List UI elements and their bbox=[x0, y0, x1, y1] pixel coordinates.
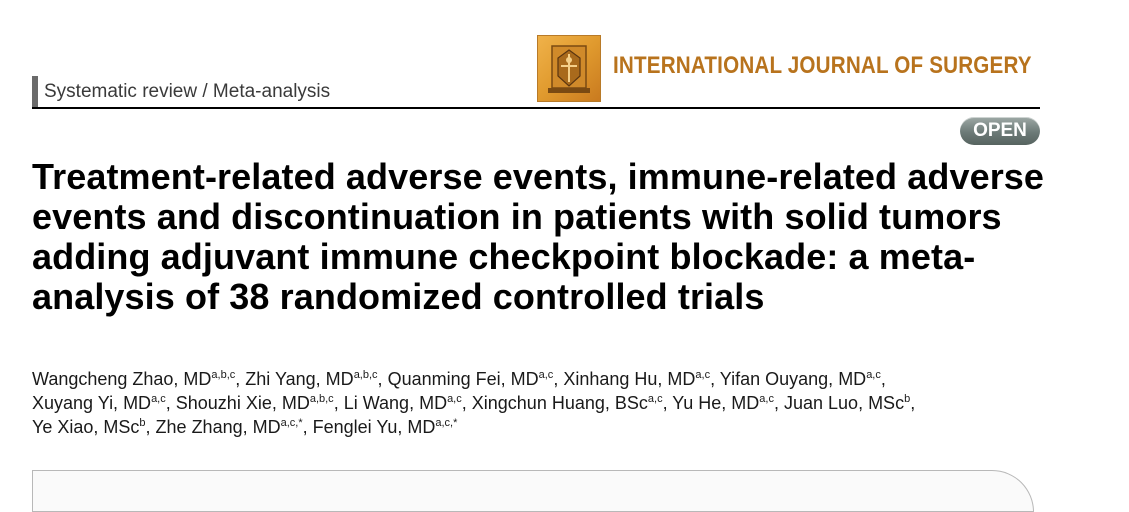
author-name: Fenglei Yu, MDa,c,* bbox=[312, 417, 458, 437]
open-access-badge: OPEN bbox=[960, 117, 1040, 145]
author-affiliation: a,c bbox=[695, 369, 711, 381]
author-name: Wangcheng Zhao, MDa,b,c bbox=[32, 369, 236, 389]
author-affiliation: a,c,* bbox=[280, 417, 303, 429]
header-divider bbox=[32, 107, 1040, 109]
author-affiliation: a,c bbox=[447, 393, 462, 405]
author-affiliation: a,c bbox=[151, 393, 166, 405]
author-name: Yifan Ouyang, MDa,c bbox=[719, 369, 881, 389]
journal-crest-icon bbox=[537, 35, 601, 102]
author-affiliation: a,b,c bbox=[211, 369, 236, 381]
author-affiliation: a,c bbox=[866, 369, 881, 381]
author-name: Juan Luo, MScb bbox=[784, 393, 911, 413]
abstract-box bbox=[32, 470, 1034, 512]
author-affiliation: a,c bbox=[538, 369, 554, 381]
author-affiliation: a,c bbox=[647, 393, 663, 405]
author-name: Ye Xiao, MScb bbox=[32, 417, 146, 437]
section-label: Systematic review / Meta-analysis bbox=[44, 81, 331, 102]
author-name: Xingchun Huang, BSca,c bbox=[471, 393, 663, 413]
author-name: Xuyang Yi, MDa,c bbox=[32, 393, 166, 413]
author-name: Shouzhi Xie, MDa,b,c bbox=[175, 393, 334, 413]
journal-title: INTERNATIONAL JOURNAL OF SURGERY bbox=[613, 52, 1032, 79]
author-name: Zhi Yang, MDa,b,c bbox=[245, 369, 378, 389]
section-marker-bar bbox=[32, 76, 38, 108]
author-affiliation: b bbox=[139, 417, 146, 429]
author-name: Zhe Zhang, MDa,c,* bbox=[155, 417, 303, 437]
author-affiliation: b bbox=[904, 393, 911, 405]
author-affiliation: a,b,c bbox=[309, 393, 334, 405]
author-list: Wangcheng Zhao, MDa,b,c, Zhi Yang, MDa,b… bbox=[32, 369, 916, 437]
author-affiliation: a,c bbox=[759, 393, 774, 405]
author-name: Xinhang Hu, MDa,c bbox=[563, 369, 711, 389]
article-title: Treatment-related adverse events, immune… bbox=[32, 156, 1045, 317]
author-name: Li Wang, MDa,c bbox=[343, 393, 462, 413]
author-affiliation: a,c,* bbox=[435, 417, 458, 429]
author-name: Yu He, MDa,c bbox=[672, 393, 774, 413]
author-name: Quanming Fei, MDa,c bbox=[387, 369, 554, 389]
author-affiliation: a,b,c bbox=[353, 369, 378, 381]
